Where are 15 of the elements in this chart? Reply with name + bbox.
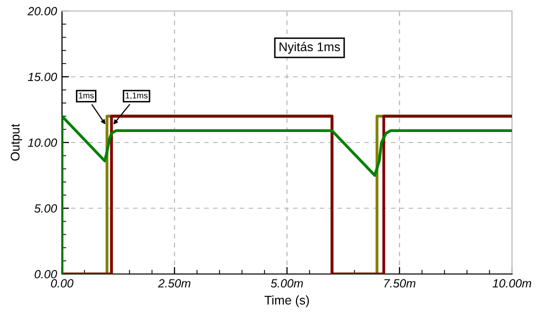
x-tick-label: 5.00m (270, 279, 303, 288)
y-tick-label: 0.00 (34, 270, 58, 278)
x-tick-label: 10.00m (492, 279, 532, 288)
y-axis-title: Output (10, 124, 22, 161)
x-tick-label: 7.50m (384, 279, 416, 288)
x-axis-title: Time (s) (264, 295, 309, 308)
x-tick-label: 0.00 (51, 279, 74, 288)
y-tick-label: 15.00 (28, 72, 58, 82)
y-tick-label: 20.00 (28, 7, 58, 16)
annotation: 1ms (78, 92, 94, 98)
y-tick-label: 10.00 (28, 138, 58, 147)
annotation: 1,1ms (126, 92, 148, 100)
x-tick-label: 2.50m (158, 279, 190, 288)
annotation: Nyitás 1ms (280, 42, 340, 54)
y-tick-label: 5.00 (34, 204, 58, 213)
